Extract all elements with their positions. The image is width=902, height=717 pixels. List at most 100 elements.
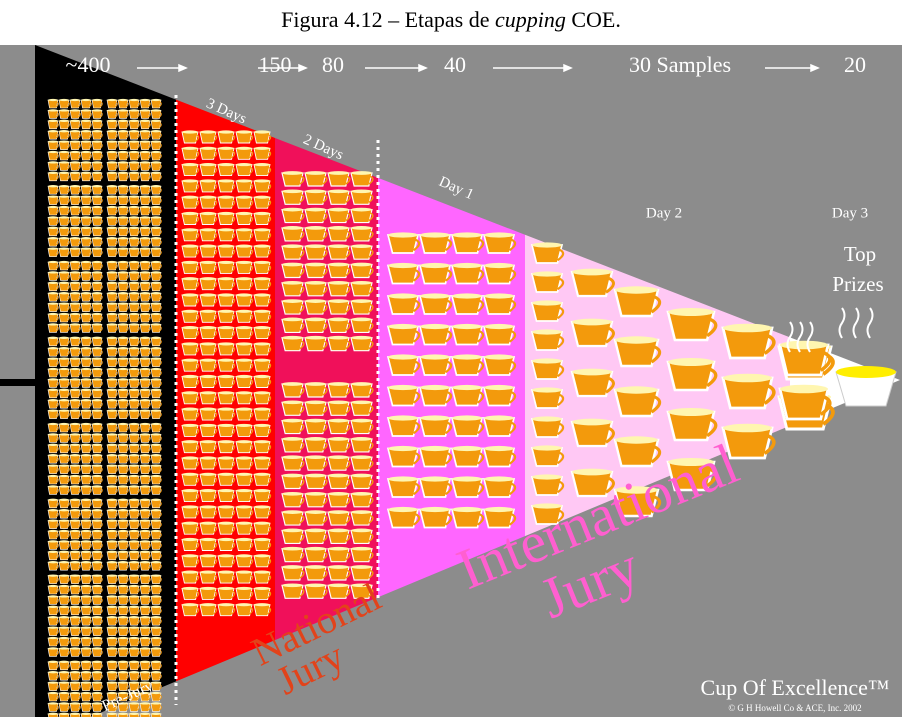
cup-handle <box>368 340 374 350</box>
cup-handle <box>159 425 162 432</box>
cup-handle <box>126 284 129 290</box>
cup-handle <box>56 339 59 345</box>
cup <box>58 302 70 312</box>
cup <box>350 189 374 205</box>
cup-handle <box>267 150 272 159</box>
cup-handle <box>249 558 254 566</box>
cup-rim <box>328 244 349 249</box>
cup-rim <box>484 445 514 452</box>
cup-rim <box>81 378 91 381</box>
cup-handle <box>213 460 218 468</box>
cup-handle <box>56 198 59 204</box>
cup <box>253 391 272 405</box>
cup-rim <box>70 109 80 112</box>
cup-handle <box>126 326 129 332</box>
cup-rim <box>118 216 128 219</box>
cup-handle <box>67 143 70 149</box>
cup-rim <box>70 195 80 198</box>
cup <box>117 702 129 712</box>
cup <box>217 326 236 340</box>
cup <box>69 109 81 119</box>
cup-rim <box>92 647 102 650</box>
cup-rim <box>118 271 128 274</box>
cup <box>128 140 140 150</box>
cup-rim <box>218 342 234 346</box>
cup-handle <box>650 395 662 414</box>
cup-rim <box>151 433 161 436</box>
cup <box>91 550 103 561</box>
cup-rim <box>92 260 102 264</box>
cup <box>69 226 81 237</box>
cup <box>58 347 70 357</box>
cup-handle <box>115 532 118 539</box>
cup <box>106 616 118 626</box>
cup-handle <box>100 122 103 128</box>
cup <box>80 119 92 130</box>
cup-handle <box>213 411 218 419</box>
cup-rim <box>48 574 58 577</box>
cup <box>450 415 485 437</box>
cup-handle <box>78 563 81 570</box>
cup-handle <box>115 705 118 711</box>
cup <box>91 302 103 312</box>
cup <box>128 312 140 323</box>
cup <box>128 660 140 671</box>
cup <box>181 603 200 617</box>
cup <box>117 312 129 323</box>
cup <box>150 464 162 474</box>
cup <box>128 647 140 657</box>
cup-handle <box>78 412 81 418</box>
cup-handle <box>126 239 129 246</box>
cup-rim <box>254 228 270 232</box>
cup-handle <box>137 101 140 108</box>
cup-rim <box>140 119 150 122</box>
cup-rim <box>200 163 216 167</box>
cup-rim <box>118 388 128 391</box>
cup-handle <box>89 315 92 322</box>
cup-handle <box>159 164 162 170</box>
cup-handle <box>67 705 70 711</box>
cup-handle <box>231 525 236 533</box>
cup-rim <box>420 506 450 513</box>
cup-handle <box>148 598 151 604</box>
cup-handle <box>267 427 272 436</box>
cup-rim <box>328 510 349 514</box>
cup <box>150 302 162 312</box>
cup <box>150 540 162 550</box>
cup-handle <box>137 360 140 366</box>
cup-handle <box>345 441 351 451</box>
cup-handle <box>213 329 218 338</box>
cup-handle <box>195 590 200 599</box>
steam <box>866 307 874 339</box>
cup-rim <box>129 443 139 446</box>
cup <box>386 415 421 437</box>
cup-rim <box>236 374 252 379</box>
cup-handle <box>148 326 151 332</box>
cup-rim <box>70 409 80 412</box>
cup-handle <box>56 477 59 484</box>
cup <box>253 342 272 356</box>
cup-rim <box>420 415 450 421</box>
cup-handle <box>56 629 59 635</box>
cup-rim <box>118 443 128 446</box>
cup-rim <box>780 340 828 350</box>
cup <box>217 195 236 209</box>
cup-handle <box>159 250 162 256</box>
cup-handle <box>267 264 272 273</box>
cup-handle <box>89 153 92 160</box>
cup-handle <box>78 326 81 332</box>
cup-handle <box>137 391 140 397</box>
cup-handle <box>126 488 129 494</box>
cup <box>80 98 92 109</box>
cup-rim <box>59 595 69 598</box>
cup <box>304 583 328 599</box>
cup-handle <box>299 423 305 433</box>
cup <box>91 292 103 302</box>
cup-handle <box>78 629 81 635</box>
cup <box>150 216 162 226</box>
cup-rim <box>836 366 896 378</box>
cup-handle <box>115 553 118 559</box>
cup-rim <box>151 302 161 305</box>
cup <box>69 605 81 616</box>
cup <box>150 292 162 302</box>
